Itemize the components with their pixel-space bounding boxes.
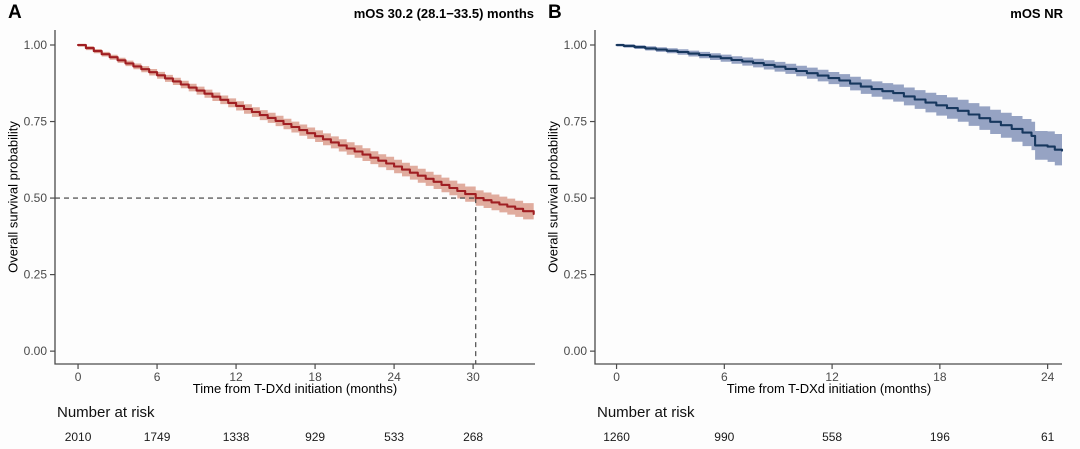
risk-count: 61 [1041, 430, 1055, 444]
x-tick-label: 18 [933, 370, 947, 384]
panel-b-y-axis-label: Overall survival probability [545, 121, 561, 273]
risk-count: 196 [930, 430, 950, 444]
panel-a-risk-table-label: Number at risk [57, 404, 155, 421]
x-tick-label: 6 [154, 370, 161, 384]
y-tick-label: 0.75 [24, 115, 48, 129]
risk-count: 268 [463, 430, 483, 444]
x-tick-label: 12 [229, 370, 243, 384]
panel-a-median-os-title: mOS 30.2 (28.1−33.5) months [353, 6, 534, 21]
y-tick-label: 0.75 [564, 115, 588, 129]
km-curve [76, 43, 535, 216]
risk-count: 2010 [65, 430, 92, 444]
risk-count: 990 [714, 430, 734, 444]
y-tick-label: 0.50 [564, 191, 588, 205]
confidence-band [616, 43, 1062, 167]
x-tick-label: 24 [387, 370, 401, 384]
risk-count: 1338 [223, 430, 250, 444]
km-curve [615, 43, 1064, 152]
y-tick-label: 0.50 [24, 191, 48, 205]
risk-count: 533 [384, 430, 404, 444]
axis-lines [594, 30, 1062, 365]
panel-b: B mOS NR 0 1260 6 990 12 558 18 196 24 61 1.00 0.75… [540, 0, 1080, 449]
x-tick-label: 6 [721, 370, 728, 384]
x-tick-label: 0 [75, 370, 82, 384]
confidence-band [78, 43, 534, 223]
panel-a-x-axis-label: Time from T-DXd initiation (months) [192, 381, 398, 396]
axis-lines [54, 30, 535, 365]
panel-a-letter: A [8, 2, 22, 23]
panel-b-letter: B [548, 2, 562, 23]
y-tick-label: 0.00 [24, 344, 48, 358]
panel-a-y-axis-label: Overall survival probability [5, 121, 21, 273]
x-tick-label: 24 [1041, 370, 1055, 384]
x-tick-label: 30 [466, 370, 480, 384]
y-tick-label: 1.00 [564, 38, 588, 52]
y-tick-label: 0.25 [24, 268, 48, 282]
risk-count: 1260 [603, 430, 630, 444]
risk-count: 558 [822, 430, 842, 444]
x-tick-label: 0 [613, 370, 620, 384]
x-tick-label: 18 [308, 370, 322, 384]
y-tick-label: 0.00 [564, 344, 588, 358]
y-tick-label: 1.00 [24, 38, 48, 52]
panel-b-risk-table-label: Number at risk [597, 404, 695, 421]
panel-b-x-axis-label: Time from T-DXd initiation (months) [726, 381, 932, 396]
panel-b-plot: 0 1260 6 990 12 558 18 196 24 61 1.00 0.75 0.50 0.25 0… [564, 30, 1064, 444]
y-tick-label: 0.25 [564, 268, 588, 282]
x-tick-label: 12 [825, 370, 839, 384]
panel-a-plot: 0 2010 6 1749 12 1338 18 929 24 533 30 268 1.00 0.75 0… [24, 30, 535, 444]
risk-count: 1749 [144, 430, 171, 444]
panel-a: A mOS 30.2 (28.1−33.5) months 0 2010 6 1749… [5, 2, 535, 444]
risk-count: 929 [305, 430, 325, 444]
panel-b-median-os-title: mOS NR [1010, 6, 1063, 21]
